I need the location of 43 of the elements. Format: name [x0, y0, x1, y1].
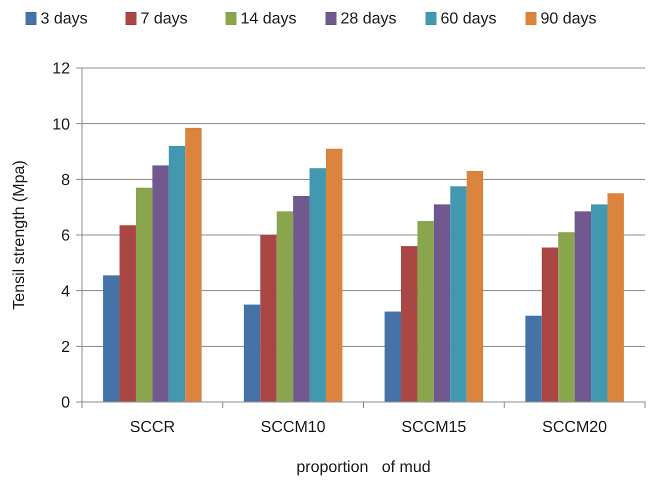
bar: [542, 248, 558, 402]
legend-label: 14 days: [240, 10, 297, 28]
x-tick-label: SCCM20: [542, 419, 608, 436]
legend-label: 60 days: [440, 10, 497, 28]
bar: [607, 193, 624, 402]
y-axis-title: Tensil strength (Mpa): [11, 160, 28, 310]
x-tick-label: SCCR: [130, 419, 176, 436]
y-tick-label: 4: [61, 283, 70, 300]
x-axis-title: proportion of mud: [296, 459, 431, 476]
legend-label: 90 days: [540, 10, 597, 28]
bar: [276, 211, 294, 402]
bar: [120, 225, 136, 402]
legend-label: 3 days: [40, 10, 88, 28]
y-tick-label: 12: [52, 60, 70, 78]
bar: [450, 186, 467, 402]
y-tick-label: 10: [52, 116, 70, 134]
bar: [417, 221, 434, 402]
bar: [136, 188, 152, 402]
legend-label: 28 days: [340, 10, 397, 28]
bar: [185, 128, 202, 402]
bar: [591, 204, 608, 402]
bar: [326, 148, 342, 402]
bar: [293, 196, 310, 402]
bar: [574, 211, 592, 402]
x-tick-label: SCCM10: [260, 419, 326, 436]
legend-label: 7 days: [140, 10, 188, 28]
bar: [310, 168, 326, 402]
bar: [168, 146, 186, 402]
bar: [103, 275, 120, 402]
y-tick-label: 6: [61, 228, 70, 245]
bar: [558, 232, 575, 402]
bar: [260, 235, 277, 402]
y-tick-label: 0: [61, 394, 70, 412]
y-tick-label: 8: [61, 172, 70, 189]
bar: [466, 170, 484, 402]
bar: [244, 304, 260, 402]
bar: [384, 312, 402, 402]
bar: [434, 204, 450, 402]
y-tick-label: 2: [61, 338, 70, 356]
bar: [152, 165, 169, 402]
x-tick-label: SCCM15: [401, 419, 466, 436]
bar: [525, 316, 542, 402]
bar: [401, 246, 418, 402]
